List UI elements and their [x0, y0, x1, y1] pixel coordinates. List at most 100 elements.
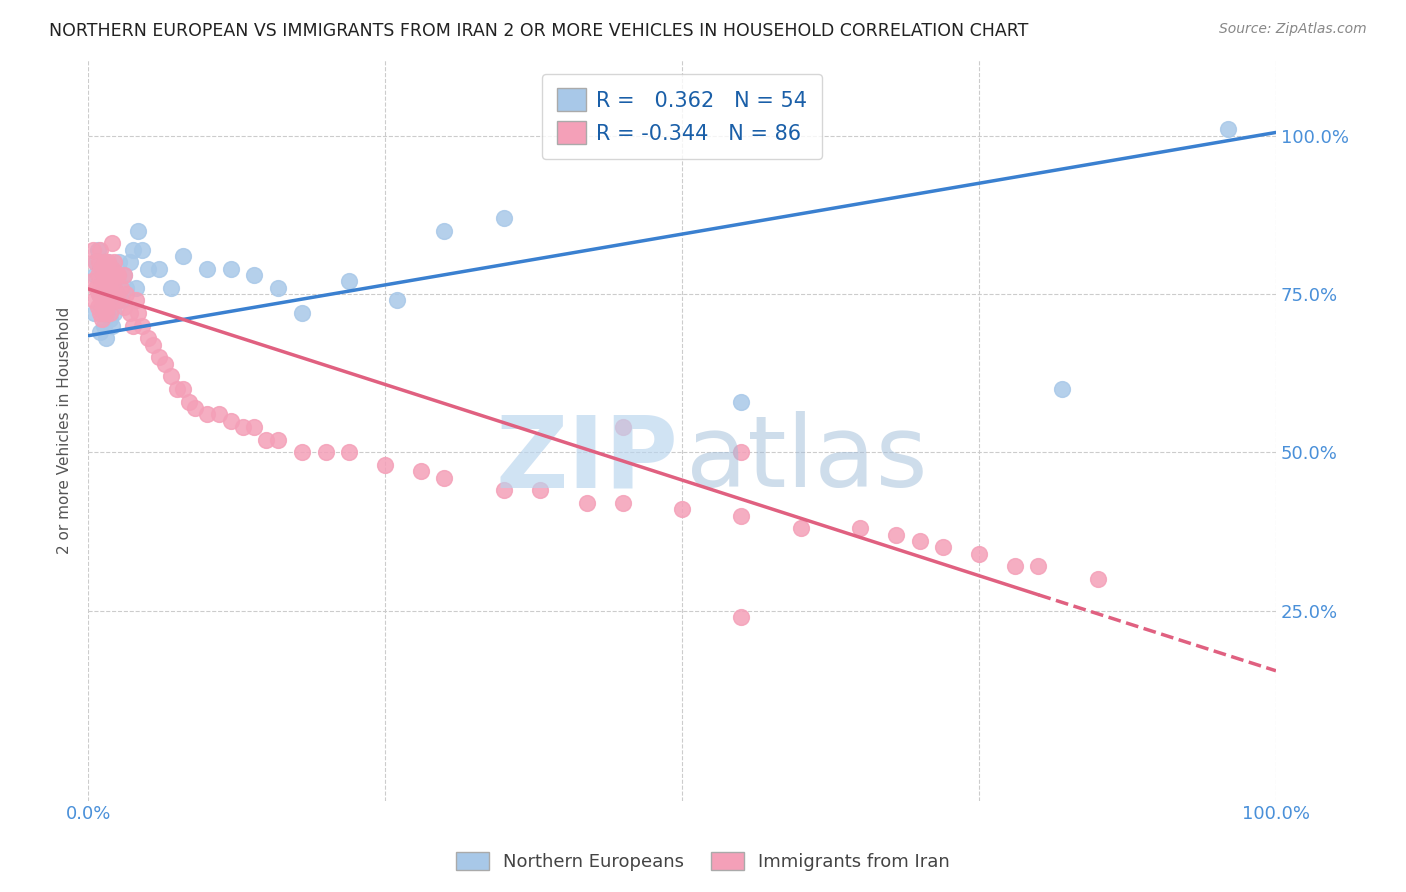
- Point: [103, 306, 125, 320]
- Point: [671, 502, 693, 516]
- Point: [195, 261, 218, 276]
- Point: [83, 306, 105, 320]
- Point: [107, 268, 129, 282]
- Point: [86, 268, 108, 282]
- Point: [89, 306, 111, 320]
- Point: [94, 306, 117, 320]
- Point: [97, 255, 120, 269]
- Point: [730, 394, 752, 409]
- Point: [115, 287, 138, 301]
- Point: [118, 306, 141, 320]
- Point: [267, 280, 290, 294]
- Point: [97, 287, 120, 301]
- Legend: R =   0.362   N = 54, R = -0.344   N = 86: R = 0.362 N = 54, R = -0.344 N = 86: [543, 74, 823, 159]
- Point: [243, 420, 266, 434]
- Point: [100, 293, 122, 308]
- Point: [87, 287, 110, 301]
- Point: [730, 610, 752, 624]
- Point: [730, 445, 752, 459]
- Point: [131, 318, 153, 333]
- Point: [100, 268, 122, 282]
- Point: [1218, 122, 1240, 136]
- Point: [96, 300, 118, 314]
- Point: [730, 508, 752, 523]
- Point: [94, 300, 117, 314]
- Point: [155, 357, 177, 371]
- Point: [1087, 572, 1109, 586]
- Point: [385, 293, 408, 308]
- Point: [932, 541, 955, 555]
- Point: [91, 300, 114, 314]
- Point: [93, 300, 115, 314]
- Point: [86, 243, 108, 257]
- Point: [86, 300, 108, 314]
- Point: [107, 268, 129, 282]
- Point: [84, 268, 107, 282]
- Point: [94, 287, 117, 301]
- Point: [93, 268, 115, 282]
- Point: [124, 293, 146, 308]
- Text: ZIP: ZIP: [496, 411, 679, 508]
- Point: [93, 280, 115, 294]
- Point: [179, 394, 201, 409]
- Point: [103, 280, 125, 294]
- Point: [172, 382, 194, 396]
- Point: [96, 306, 118, 320]
- Point: [103, 255, 125, 269]
- Point: [315, 445, 337, 459]
- Point: [118, 255, 141, 269]
- Point: [790, 521, 813, 535]
- Point: [94, 268, 117, 282]
- Point: [122, 318, 145, 333]
- Point: [254, 433, 277, 447]
- Point: [89, 280, 111, 294]
- Point: [849, 521, 872, 535]
- Point: [83, 293, 105, 308]
- Point: [160, 280, 183, 294]
- Point: [219, 261, 242, 276]
- Point: [232, 420, 254, 434]
- Point: [612, 420, 634, 434]
- Point: [112, 300, 135, 314]
- Point: [112, 268, 135, 282]
- Point: [107, 293, 129, 308]
- Point: [142, 337, 165, 351]
- Point: [89, 243, 111, 257]
- Point: [127, 224, 149, 238]
- Point: [267, 433, 290, 447]
- Point: [86, 255, 108, 269]
- Point: [87, 255, 110, 269]
- Point: [195, 407, 218, 421]
- Point: [115, 280, 138, 294]
- Point: [96, 268, 118, 282]
- Point: [94, 331, 117, 345]
- Point: [148, 261, 170, 276]
- Text: atlas: atlas: [686, 411, 927, 508]
- Point: [97, 255, 120, 269]
- Point: [166, 382, 188, 396]
- Point: [80, 274, 103, 288]
- Point: [374, 458, 396, 472]
- Point: [110, 280, 132, 294]
- Point: [98, 280, 121, 294]
- Point: [101, 261, 124, 276]
- Point: [884, 527, 907, 541]
- Point: [87, 287, 110, 301]
- Point: [291, 445, 314, 459]
- Point: [97, 287, 120, 301]
- Point: [612, 496, 634, 510]
- Point: [1050, 382, 1073, 396]
- Point: [101, 293, 124, 308]
- Point: [433, 470, 456, 484]
- Point: [89, 287, 111, 301]
- Point: [94, 255, 117, 269]
- Point: [529, 483, 551, 498]
- Point: [90, 261, 112, 276]
- Point: [82, 243, 104, 257]
- Point: [160, 369, 183, 384]
- Point: [91, 261, 114, 276]
- Point: [433, 224, 456, 238]
- Point: [110, 293, 132, 308]
- Point: [184, 401, 207, 415]
- Point: [101, 318, 124, 333]
